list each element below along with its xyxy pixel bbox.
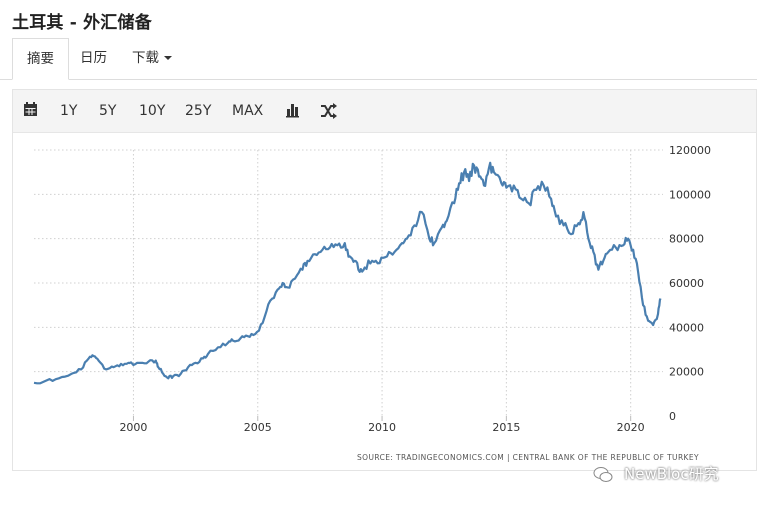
- title-bar: 土耳其 - 外汇储备: [0, 0, 757, 38]
- tab-calendar[interactable]: 日历: [80, 50, 107, 66]
- y-tick-label: 60000: [669, 277, 704, 290]
- range-max-label: MAX: [232, 103, 264, 119]
- tab-download-label: 下载: [132, 50, 159, 66]
- range-25y-label: 25Y: [185, 103, 212, 119]
- y-tick-label: 100000: [669, 188, 711, 201]
- chart-grid: [34, 149, 663, 416]
- y-tick-label: 80000: [669, 233, 704, 246]
- range-10y-label: 10Y: [139, 103, 166, 119]
- range-1y-button[interactable]: 1Y: [60, 90, 77, 132]
- y-tick-label: 40000: [669, 321, 704, 334]
- shuffle-icon[interactable]: [320, 90, 338, 132]
- range-1y-label: 1Y: [60, 103, 78, 119]
- y-tick-label: 20000: [669, 366, 704, 379]
- chevron-down-icon: [164, 56, 172, 60]
- page-title: 土耳其 - 外汇储备: [12, 13, 152, 33]
- tab-bar: 摘要 日历 下载: [0, 38, 757, 80]
- x-tick-label: 2020: [617, 421, 645, 434]
- watermark-text: NewBloc研究: [624, 465, 719, 483]
- tab-summary[interactable]: 摘要: [12, 38, 69, 80]
- x-tick-label: 2015: [492, 421, 520, 434]
- source-note: SOURCE: TRADINGECONOMICS.COM | CENTRAL B…: [357, 453, 699, 462]
- tab-download[interactable]: 下载: [118, 38, 186, 79]
- reserves-series-line: [33, 161, 662, 385]
- y-tick-label: 0: [669, 410, 676, 423]
- chart-panel: 1Y 5Y 10Y 25Y MAX: [12, 89, 757, 471]
- x-tick-label: 2000: [119, 421, 147, 434]
- y-tick-label: 120000: [669, 144, 711, 157]
- range-25y-button[interactable]: 25Y: [185, 90, 211, 132]
- wechat-icon: [593, 467, 613, 482]
- range-5y-button[interactable]: 5Y: [99, 90, 116, 132]
- x-tick-label: 2005: [244, 421, 272, 434]
- calendar-icon[interactable]: [23, 90, 39, 132]
- range-5y-label: 5Y: [99, 103, 117, 119]
- range-10y-button[interactable]: 10Y: [139, 90, 165, 132]
- chart-ticks: 0 20000 40000 60000 80000 100000 120000 2000 200…: [119, 144, 711, 434]
- bar-chart-icon[interactable]: [285, 90, 301, 132]
- chart-toolbar: 1Y 5Y 10Y 25Y MAX: [13, 90, 756, 133]
- range-max-button[interactable]: MAX: [232, 90, 263, 132]
- x-tick-label: 2010: [368, 421, 396, 434]
